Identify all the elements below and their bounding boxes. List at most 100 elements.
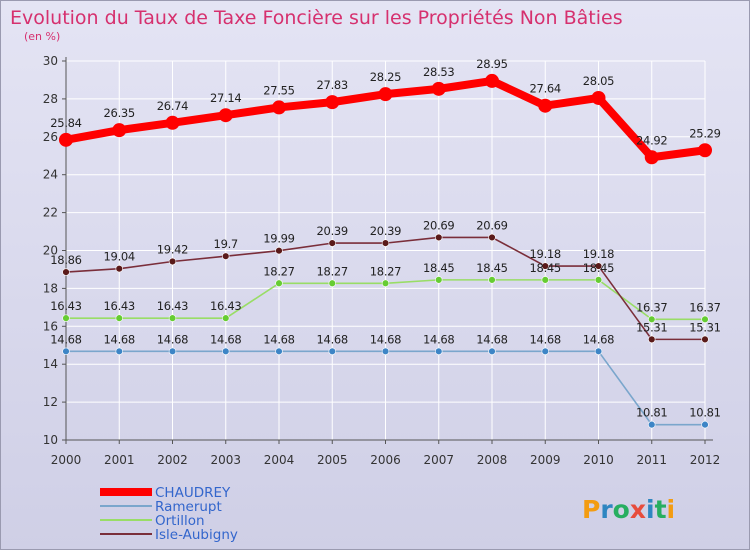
point-ortillon[interactable]: [275, 279, 283, 287]
y-tick-label: 18: [43, 281, 58, 295]
point-ortillon[interactable]: [488, 276, 496, 284]
logo-letter: r: [600, 495, 613, 524]
point-isle-aubigny[interactable]: [62, 268, 70, 276]
point-ortillon[interactable]: [222, 314, 230, 322]
point-ortillon[interactable]: [328, 279, 336, 287]
legend-label-isle-aubigny: Isle-Aubigny: [155, 527, 238, 543]
point-ortillon[interactable]: [115, 314, 123, 322]
data-label-ramerupt: 14.68: [104, 332, 135, 346]
point-chaudrey[interactable]: [325, 95, 340, 110]
point-ortillon[interactable]: [541, 276, 549, 284]
logo-letter: P: [582, 495, 600, 524]
point-chaudrey[interactable]: [272, 100, 286, 115]
point-chaudrey[interactable]: [59, 132, 73, 147]
point-ortillon[interactable]: [701, 315, 709, 323]
data-label-ramerupt: 14.68: [476, 332, 507, 346]
data-label-chaudrey: 28.95: [476, 57, 507, 71]
point-ramerupt[interactable]: [168, 347, 177, 356]
x-tick-label: 2001: [104, 453, 135, 467]
data-label-ortillon: 16.37: [636, 300, 667, 314]
logo-letter: o: [613, 495, 630, 524]
point-ramerupt[interactable]: [594, 347, 603, 356]
point-chaudrey[interactable]: [485, 73, 499, 88]
data-label-ortillon: 18.45: [583, 261, 614, 275]
logo-letter: x: [630, 495, 646, 524]
y-tick-label: 22: [43, 206, 58, 220]
point-ramerupt[interactable]: [648, 420, 656, 429]
point-isle-aubigny[interactable]: [115, 264, 123, 273]
data-label-chaudrey: 25.84: [50, 116, 81, 130]
point-ramerupt[interactable]: [328, 347, 336, 356]
y-tick-label: 12: [43, 395, 58, 409]
point-chaudrey[interactable]: [538, 98, 553, 113]
point-ramerupt[interactable]: [488, 347, 496, 356]
point-ramerupt[interactable]: [275, 347, 283, 356]
point-isle-aubigny[interactable]: [168, 257, 177, 266]
point-chaudrey[interactable]: [218, 108, 233, 123]
point-ramerupt[interactable]: [435, 347, 443, 356]
point-ortillon[interactable]: [648, 315, 656, 323]
point-isle-aubigny[interactable]: [328, 239, 336, 247]
point-isle-aubigny[interactable]: [701, 335, 709, 344]
chart-title: Evolution du Taux de Taxe Foncière sur l…: [10, 7, 623, 29]
point-ramerupt[interactable]: [541, 347, 549, 356]
point-isle-aubigny[interactable]: [381, 239, 390, 247]
point-ramerupt[interactable]: [62, 347, 70, 356]
data-label-chaudrey: 24.92: [636, 133, 667, 147]
data-labels: 14.68 14.68 14.68 14.68 14.68 14.68 14.68 14.68…: [50, 57, 721, 420]
data-label-ortillon: 16.43: [210, 299, 241, 313]
point-ortillon[interactable]: [381, 279, 390, 287]
x-tick-label: 2011: [636, 453, 667, 467]
point-chaudrey[interactable]: [591, 90, 606, 105]
data-label-ramerupt: 14.68: [370, 332, 401, 346]
point-chaudrey[interactable]: [431, 81, 446, 96]
point-ortillon[interactable]: [435, 276, 443, 284]
point-chaudrey[interactable]: [112, 123, 127, 138]
data-label-ortillon: 18.27: [317, 264, 348, 278]
data-label-isle-aubigny: 18.86: [50, 253, 81, 267]
point-ortillon[interactable]: [62, 314, 70, 322]
point-ramerupt[interactable]: [701, 420, 709, 429]
point-chaudrey[interactable]: [644, 150, 659, 165]
y-tick-label: 26: [43, 130, 58, 144]
y-tick-label: 24: [43, 168, 58, 182]
logo-letter: t: [655, 495, 667, 524]
legend-item-isle-aubigny[interactable]: Isle-Aubigny: [100, 527, 238, 543]
point-ortillon[interactable]: [168, 314, 177, 322]
point-chaudrey[interactable]: [378, 87, 393, 102]
data-label-isle-aubigny: 20.39: [370, 224, 401, 238]
point-ramerupt[interactable]: [115, 347, 123, 356]
data-label-chaudrey: 26.35: [104, 106, 135, 120]
data-label-isle-aubigny: 19.42: [157, 242, 188, 256]
point-ramerupt[interactable]: [222, 347, 230, 356]
legend-item-chaudrey[interactable]: CHAUDREY: [100, 485, 231, 501]
data-label-ortillon: 18.27: [263, 264, 294, 278]
data-label-chaudrey: 27.14: [210, 91, 241, 105]
point-isle-aubigny[interactable]: [222, 252, 230, 260]
point-isle-aubigny[interactable]: [541, 262, 549, 270]
data-label-ramerupt: 14.68: [530, 332, 561, 346]
y-tick-label: 10: [43, 433, 58, 447]
point-chaudrey[interactable]: [165, 115, 180, 130]
point-isle-aubigny[interactable]: [488, 233, 496, 242]
legend-item-ramerupt[interactable]: Ramerupt: [100, 499, 222, 515]
point-isle-aubigny[interactable]: [594, 262, 603, 270]
point-isle-aubigny[interactable]: [435, 233, 443, 242]
point-ortillon[interactable]: [594, 276, 603, 284]
data-label-isle-aubigny: 20.69: [476, 218, 507, 232]
data-label-isle-aubigny: 19.18: [530, 247, 561, 261]
logo-letter: i: [646, 495, 655, 524]
data-label-chaudrey: 26.74: [157, 99, 188, 113]
data-label-isle-aubigny: 19.04: [104, 250, 135, 264]
chart-subtitle: (en %): [24, 30, 60, 43]
data-label-ortillon: 18.45: [530, 261, 561, 275]
point-ramerupt[interactable]: [381, 347, 390, 356]
x-tick-label: 2002: [157, 453, 188, 467]
y-tick-label: 14: [43, 357, 58, 371]
legend-label-ortillon: Ortillon: [155, 513, 205, 529]
point-isle-aubigny[interactable]: [648, 335, 656, 344]
point-chaudrey[interactable]: [698, 143, 712, 158]
point-isle-aubigny[interactable]: [275, 246, 283, 255]
legend-item-ortillon[interactable]: Ortillon: [100, 513, 205, 529]
